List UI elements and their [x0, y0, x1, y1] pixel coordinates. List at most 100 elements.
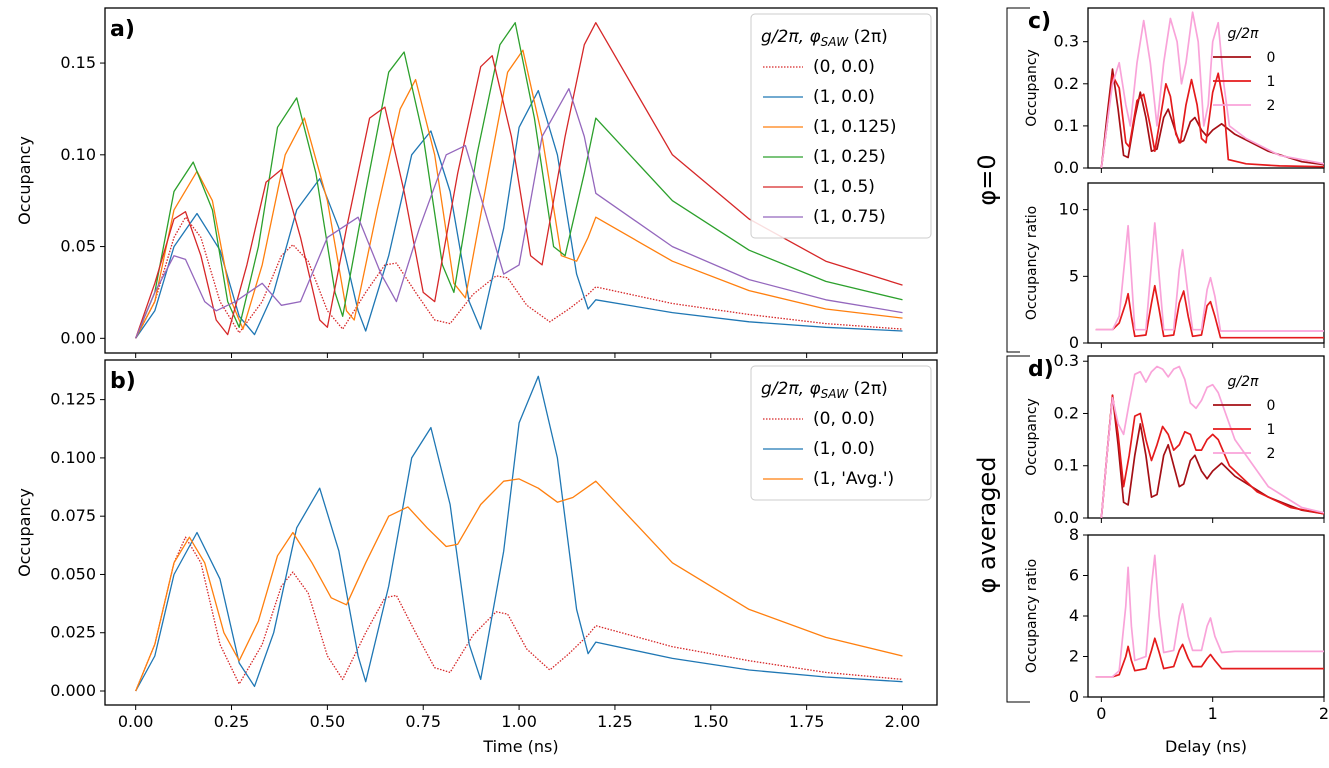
- x-tick-label: 1.75: [789, 712, 825, 731]
- y-tick-label: 0.100: [50, 448, 96, 467]
- series-line: [135, 375, 903, 692]
- y-tick-label: 0.1: [1054, 116, 1079, 135]
- legend-box: [750, 365, 932, 501]
- y-axis-label: Occupancy ratio: [1024, 559, 1040, 673]
- panel-label: c): [1028, 9, 1051, 34]
- chart-c_top: 0.0 0.1 0.2 0.3 Occupancy c) g/2π 0 1 2: [1024, 7, 1325, 177]
- series-line: [135, 88, 903, 339]
- y-tick-label: 0.025: [50, 623, 96, 642]
- x-tick-label: 0.25: [214, 712, 250, 731]
- y-axis-label: Occupancy: [15, 136, 34, 225]
- y-tick-label: 0.10: [60, 145, 96, 164]
- y-tick-label: 0.1: [1054, 456, 1079, 475]
- chart-d_top: 0.0 0.1 0.2 0.3 Occupancy d) g/2π 0 1 2: [1024, 351, 1325, 527]
- legend-entry: (1, 0.75): [813, 207, 886, 227]
- series-line: [135, 22, 903, 339]
- y-tick-label: 0.3: [1054, 32, 1079, 51]
- legend-entry: 1: [1267, 74, 1276, 90]
- series-line: [1095, 637, 1324, 678]
- panel-label: a): [110, 17, 135, 42]
- x-tick-label: 1: [1208, 704, 1218, 723]
- plot-frame: [104, 7, 938, 354]
- x-tick-label: 2.00: [885, 712, 921, 731]
- bracket-d: [1006, 355, 1030, 703]
- legend-title: g/2π: [1228, 26, 1260, 42]
- legend-entry: (1, 0.125): [813, 117, 897, 137]
- x-tick-label: 0.00: [118, 712, 154, 731]
- legend-entry: 2: [1267, 98, 1276, 114]
- y-tick-label: 8: [1069, 525, 1079, 544]
- plot-frame: [104, 359, 938, 706]
- x-tick-label: 0.75: [405, 712, 441, 731]
- y-tick-label: 2: [1069, 647, 1079, 666]
- x-axis-label: Delay (ns): [1165, 737, 1247, 756]
- y-tick-label: 0.15: [60, 53, 96, 72]
- plot-frame: [1087, 7, 1325, 169]
- plot-frame: [1087, 182, 1325, 344]
- legend-entry: (0, 0.0): [813, 57, 875, 77]
- series-line: [1100, 394, 1324, 518]
- chart-b: 0.00 0.25 0.50 0.75 1.00 1.25 1.50 1.75 2.00 0.00…: [15, 359, 938, 756]
- legend-entry: (0, 0.0): [813, 409, 875, 429]
- series-line: [135, 49, 903, 339]
- y-tick-label: 6: [1069, 566, 1079, 585]
- series-line: [135, 536, 903, 692]
- y-tick-label: 0.0: [1054, 508, 1079, 527]
- legend-entry: 0: [1267, 398, 1276, 414]
- y-tick-label: 0: [1069, 333, 1079, 352]
- y-axis-label: Occupancy ratio: [1024, 206, 1040, 320]
- legend-entry: (1, 0.0): [813, 87, 875, 107]
- series-line: [135, 216, 903, 339]
- chart-a: 0.00 0.05 0.10 0.15 Occupancy a) g/2π, φSAW (2…: [15, 7, 938, 358]
- panel-label: b): [110, 369, 136, 394]
- y-tick-label: 4: [1069, 606, 1079, 625]
- legend-entry: 0: [1267, 50, 1276, 66]
- x-tick-label: 1.25: [597, 712, 633, 731]
- side-label-c: φ=0: [973, 154, 1001, 205]
- legend-entry: (1, 0.5): [813, 177, 875, 197]
- y-tick-label: 0.0: [1054, 158, 1079, 177]
- legend-title: g/2π, φSAW (2π): [761, 379, 888, 401]
- y-tick-label: 0.05: [60, 237, 96, 256]
- series-line: [1100, 394, 1324, 518]
- plot-frame: [1087, 534, 1325, 698]
- y-tick-label: 0.3: [1054, 351, 1079, 370]
- y-tick-label: 0.2: [1054, 403, 1079, 422]
- series-line: [1100, 72, 1324, 168]
- y-axis-label: Occupancy: [1024, 49, 1040, 127]
- legend-entry: 1: [1267, 422, 1276, 438]
- y-tick-label: 0.075: [50, 506, 96, 525]
- legend-entry: (1, 0.0): [813, 439, 875, 459]
- series-line: [135, 22, 903, 339]
- y-tick-label: 10: [1059, 200, 1079, 219]
- series-line: [1095, 284, 1324, 339]
- plot-frame: [1087, 355, 1325, 519]
- side-label-d: φ averaged: [973, 457, 1001, 594]
- legend-entry: (1, 'Avg.'): [813, 469, 894, 489]
- series-line: [1100, 68, 1324, 168]
- y-tick-label: 0.00: [60, 328, 96, 347]
- bracket-c: [1006, 7, 1030, 353]
- x-tick-label: 1.50: [693, 712, 729, 731]
- x-tick-label: 1.00: [501, 712, 537, 731]
- legend-title: g/2π, φSAW (2π): [761, 27, 888, 49]
- series-line: [135, 478, 903, 692]
- y-tick-label: 0.2: [1054, 74, 1079, 93]
- chart-c_bottom: 0 5 10 Occupancy ratio: [1024, 182, 1325, 352]
- x-tick-label: 0.50: [310, 712, 346, 731]
- y-axis-label: Occupancy: [1024, 398, 1040, 476]
- x-axis-label: Time (ns): [482, 737, 558, 756]
- series-line: [1100, 11, 1324, 168]
- series-line: [1095, 222, 1324, 332]
- x-tick-label: 0: [1096, 704, 1106, 723]
- y-axis-label: Occupancy: [15, 488, 34, 577]
- y-tick-label: 5: [1069, 266, 1079, 285]
- series-line: [1100, 365, 1324, 518]
- y-tick-label: 0.050: [50, 564, 96, 583]
- legend-title: g/2π: [1228, 374, 1260, 390]
- legend-entry: (1, 0.25): [813, 147, 886, 167]
- legend-box: [750, 13, 932, 239]
- y-tick-label: 0.000: [50, 681, 96, 700]
